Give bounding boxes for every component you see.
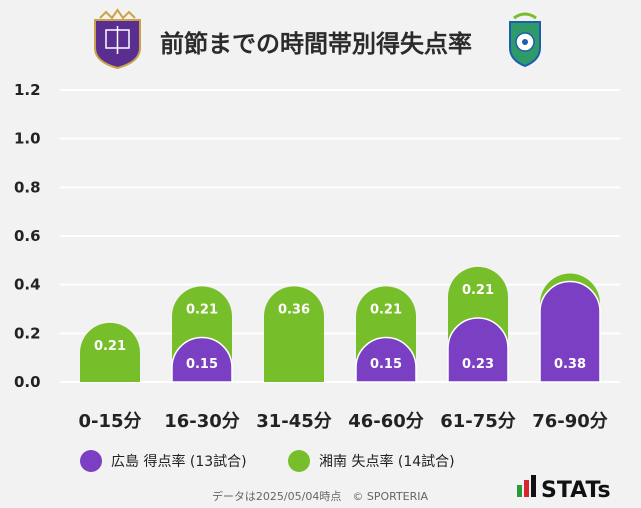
- bar-hiroshima: [539, 280, 601, 383]
- legend-item-hiroshima: 広島 得点率 (13試合): [80, 450, 247, 472]
- bars: [80, 266, 601, 383]
- legend-item-shonan: 湘南 失点率 (14試合): [288, 450, 455, 472]
- y-axis: 0.0 0.2 0.4 0.6 0.8 1.0 1.2: [14, 81, 41, 391]
- data-label-shonan: 0.36: [278, 302, 310, 317]
- legend: 広島 得点率 (13試合) 湘南 失点率 (14試合): [80, 450, 455, 472]
- grid: [60, 89, 620, 383]
- legend-label-hiroshima: 広島 得点率 (13試合): [111, 453, 247, 470]
- bar-hiroshima: [355, 336, 417, 383]
- x-tick-label: 46-60分: [348, 411, 424, 432]
- stats-brand-text: STATs: [541, 478, 611, 503]
- legend-label-shonan: 湘南 失点率 (14試合): [319, 453, 455, 470]
- data-label-shonan: 0.21: [94, 339, 126, 354]
- bar-shonan: [80, 322, 140, 382]
- data-labels: 0.21 0.15 0.21 0.36 0.15 0.21 0.23 0.21 0.38: [94, 283, 586, 372]
- shonan-emblem-icon: [509, 12, 541, 68]
- data-label-hiroshima: 0.15: [370, 357, 402, 372]
- bar-hiroshima: [447, 317, 509, 383]
- legend-swatch-hiroshima: [80, 450, 102, 472]
- x-tick-label: 61-75分: [440, 411, 516, 432]
- hiroshima-emblem-icon: [94, 8, 141, 70]
- stats-logo: STATs: [517, 475, 611, 503]
- x-tick-label: 16-30分: [164, 411, 240, 432]
- bar-shonan: [264, 286, 324, 382]
- data-label-hiroshima: 0.23: [462, 357, 494, 372]
- data-label-hiroshima: 0.15: [186, 357, 218, 372]
- legend-swatch-shonan: [288, 450, 310, 472]
- x-axis: 0-15分 16-30分 31-45分 46-60分 61-75分 76-90分: [78, 411, 607, 432]
- stats-bar-icon: [517, 485, 522, 497]
- data-label-shonan: 0.21: [462, 283, 494, 298]
- footer-note: データは2025/05/04時点 © SPORTERIA: [212, 489, 429, 503]
- y-tick-label: 0.0: [14, 373, 41, 391]
- bar-hiroshima: [171, 336, 233, 383]
- y-tick-label: 0.4: [14, 276, 41, 294]
- data-label-shonan: 0.21: [370, 302, 402, 317]
- data-label-hiroshima: 0.38: [554, 357, 586, 372]
- y-tick-label: 0.6: [14, 227, 41, 245]
- x-tick-label: 76-90分: [532, 411, 608, 432]
- chart-title: 前節までの時間帯別得失点率: [160, 30, 472, 58]
- x-tick-label: 0-15分: [78, 411, 141, 432]
- y-tick-label: 1.0: [14, 130, 41, 148]
- x-tick-label: 31-45分: [256, 411, 332, 432]
- data-label-shonan: 0.21: [186, 302, 218, 317]
- stats-bar-icon: [524, 480, 529, 497]
- stats-bar-icon: [531, 475, 536, 497]
- y-tick-label: 0.2: [14, 324, 41, 342]
- y-tick-label: 1.2: [14, 81, 41, 99]
- y-tick-label: 0.8: [14, 178, 41, 196]
